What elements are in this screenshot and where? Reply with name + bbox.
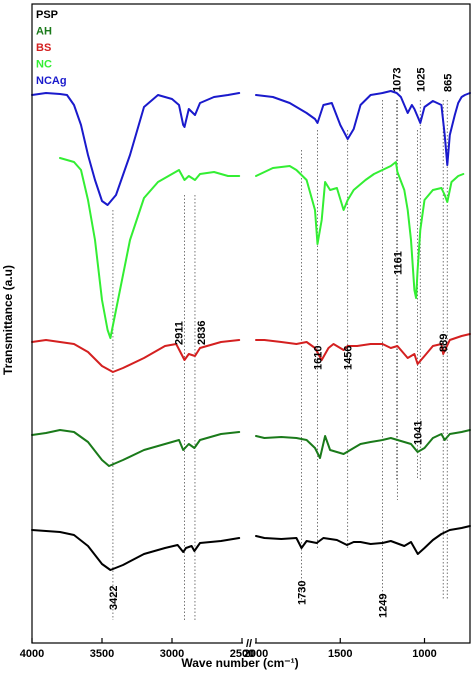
peak-label-2911: 2911 bbox=[173, 321, 185, 345]
peak-label-1041: 1041 bbox=[413, 421, 425, 445]
peak-label-1730: 1730 bbox=[296, 581, 308, 605]
peak-label-1249: 1249 bbox=[378, 594, 390, 618]
peak-label-889: 889 bbox=[438, 334, 450, 352]
legend-entry-bs: BS bbox=[36, 42, 51, 54]
peak-label-1610: 1610 bbox=[313, 346, 325, 370]
peak-label-2836: 2836 bbox=[196, 321, 208, 345]
series-line-psp-seg2 bbox=[255, 525, 471, 555]
series-line-nc-seg2 bbox=[255, 161, 465, 299]
peak-label-865: 865 bbox=[442, 74, 454, 92]
x-tick-label-4000: 4000 bbox=[20, 648, 44, 660]
series-line-ncag-seg2 bbox=[255, 90, 471, 166]
legend: PSP AH BS NC NCAg bbox=[36, 9, 67, 87]
series-line-ah-seg2 bbox=[255, 429, 471, 459]
x-tick-label-2500: 2500 bbox=[230, 648, 254, 660]
series-line-nc-seg1 bbox=[59, 157, 241, 339]
x-tick-label-1000: 1000 bbox=[412, 648, 436, 660]
series-line-ah-seg1 bbox=[31, 429, 241, 467]
legend-entry-nc: NC bbox=[36, 59, 52, 71]
series-line-bs-seg2 bbox=[255, 333, 471, 365]
peak-label-1456: 1456 bbox=[343, 346, 355, 370]
x-tick-label-3000: 3000 bbox=[160, 648, 184, 660]
series-line-bs-seg1 bbox=[31, 339, 241, 373]
peak-label-1073: 1073 bbox=[392, 68, 404, 92]
series-layer bbox=[31, 90, 471, 571]
x-tick-label-2000: 2000 bbox=[244, 648, 268, 660]
peak-labels-layer: 3422 2911 2836 1730 1610 1456 1249 1161 1073 1041… bbox=[108, 68, 454, 618]
axis-break-gap bbox=[243, 639, 255, 647]
legend-entry-ah: AH bbox=[36, 26, 52, 38]
peak-label-1025: 1025 bbox=[415, 68, 427, 92]
legend-entry-psp: PSP bbox=[36, 9, 58, 21]
peak-label-3422: 3422 bbox=[108, 586, 120, 610]
legend-entry-ncag: NCAg bbox=[36, 75, 67, 87]
x-tick-label-1500: 1500 bbox=[328, 648, 352, 660]
series-line-ncag-seg1 bbox=[31, 92, 241, 206]
axis-break-mark: // bbox=[246, 638, 252, 650]
x-axis-title: Wave number (cm⁻¹) bbox=[181, 656, 298, 670]
x-tick-label-3500: 3500 bbox=[90, 648, 114, 660]
y-axis-title: Transmittance (a.u) bbox=[1, 265, 15, 375]
peak-label-1161: 1161 bbox=[392, 251, 404, 275]
series-line-psp-seg1 bbox=[31, 529, 241, 571]
plot-frame bbox=[31, 3, 471, 644]
